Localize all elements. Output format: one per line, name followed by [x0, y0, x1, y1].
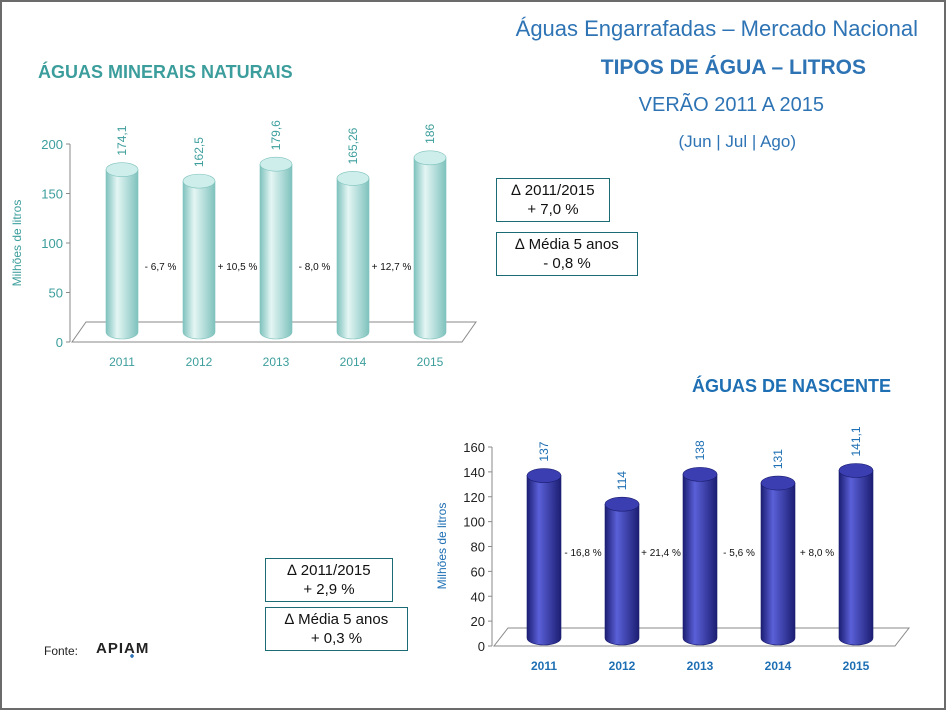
x-tick-label: 2011	[531, 659, 557, 673]
spring-avg-box: ∆ Média 5 anos + 0,3 %	[265, 607, 408, 651]
change-label: + 21,4 %	[641, 548, 681, 559]
bar-top	[336, 171, 370, 186]
y-tick-label: 0	[56, 335, 63, 350]
bar	[604, 503, 640, 646]
x-tick-label: 2015	[843, 659, 870, 673]
bar	[682, 474, 718, 646]
y-tick-label: 160	[463, 440, 485, 455]
bar-top	[105, 162, 139, 177]
data-label: 186	[423, 124, 437, 144]
bar-top	[682, 467, 718, 482]
bar-top	[413, 150, 447, 166]
x-tick-label: 2014	[765, 659, 792, 673]
bar	[259, 163, 293, 340]
header-months: (Jun | Jul | Ago)	[678, 132, 797, 151]
bar-top	[259, 156, 293, 172]
header-period: VERÃO 2011 A 2015	[638, 94, 824, 116]
change-label: - 6,7 %	[145, 262, 177, 273]
y-tick-label: 140	[463, 465, 485, 480]
bar-top	[760, 475, 796, 491]
bar-top	[182, 173, 216, 189]
bar-top	[604, 496, 640, 512]
data-label: 162,5	[192, 137, 206, 167]
spring-avg-value: + 0,3 %	[310, 630, 363, 647]
change-label: - 16,8 %	[564, 548, 601, 559]
x-tick-label: 2011	[109, 355, 135, 369]
source-label: Fonte:	[44, 644, 79, 658]
spring-delta-box: ∆ 2011/2015 + 2,9 %	[265, 558, 393, 602]
apiam-logo: APIAM	[96, 640, 149, 658]
bar	[526, 475, 562, 646]
y-tick-label: 100	[463, 515, 485, 530]
data-label: 141,1	[849, 426, 863, 456]
y-axis-label: Milhões de litros	[435, 503, 449, 590]
bar	[760, 482, 796, 646]
change-label: + 8,0 %	[800, 548, 834, 559]
x-tick-label: 2013	[263, 355, 290, 369]
apiam-logo-text: APIAM	[96, 640, 149, 657]
data-label: 174,1	[115, 125, 129, 155]
bar	[838, 470, 874, 646]
mineral-avg-label: ∆ Média 5 anos	[515, 236, 619, 253]
bar-top	[838, 463, 874, 478]
change-label: - 8,0 %	[299, 262, 331, 273]
mineral-avg-box: ∆ Média 5 anos - 0,8 %	[496, 232, 638, 276]
y-tick-label: 50	[49, 286, 63, 301]
data-label: 114	[615, 471, 629, 490]
mineral-delta-value: + 7,0 %	[527, 201, 579, 218]
header-subtitle: TIPOS DE ÁGUA – LITROS	[600, 56, 866, 79]
chart2-title: ÁGUAS DE NASCENTE	[692, 376, 892, 396]
x-tick-label: 2013	[687, 659, 714, 673]
y-tick-label: 80	[471, 540, 485, 555]
chart1-title: ÁGUAS MINERAIS NATURAIS	[38, 62, 293, 82]
change-label: + 12,7 %	[372, 262, 412, 273]
bar	[182, 180, 216, 340]
mineral-avg-value: - 0,8 %	[543, 255, 591, 272]
y-tick-label: 200	[41, 137, 63, 152]
x-tick-label: 2014	[340, 355, 367, 369]
data-label: 179,6	[269, 120, 283, 150]
data-label: 137	[537, 441, 551, 461]
y-tick-label: 20	[471, 614, 485, 629]
y-axis-label: Milhões de litros	[10, 200, 24, 287]
mineral-delta-label: ∆ 2011/2015	[511, 182, 595, 199]
y-tick-label: 100	[41, 236, 63, 251]
x-tick-label: 2015	[417, 355, 444, 369]
y-tick-label: 0	[478, 639, 485, 654]
x-tick-label: 2012	[186, 355, 213, 369]
spring-delta-value: + 2,9 %	[303, 581, 355, 598]
data-label: 165,26	[346, 127, 360, 164]
data-label: 131	[771, 449, 785, 469]
x-tick-label: 2012	[609, 659, 636, 673]
y-tick-label: 40	[471, 589, 485, 604]
y-tick-label: 150	[41, 187, 63, 202]
bar	[336, 178, 370, 340]
header-title: Águas Engarrafadas – Mercado Nacional	[515, 16, 918, 41]
change-label: - 5,6 %	[723, 548, 755, 559]
bar	[413, 157, 447, 340]
data-label: 138	[693, 440, 707, 460]
y-tick-label: 60	[471, 564, 485, 579]
change-label: + 10,5 %	[218, 262, 258, 273]
spring-avg-label: ∆ Média 5 anos	[284, 611, 389, 628]
bar-top	[526, 468, 562, 483]
mineral-delta-box: ∆ 2011/2015 + 7,0 %	[496, 178, 610, 222]
y-tick-label: 120	[463, 490, 485, 505]
bar	[105, 169, 139, 340]
spring-delta-label: ∆ 2011/2015	[287, 562, 371, 579]
